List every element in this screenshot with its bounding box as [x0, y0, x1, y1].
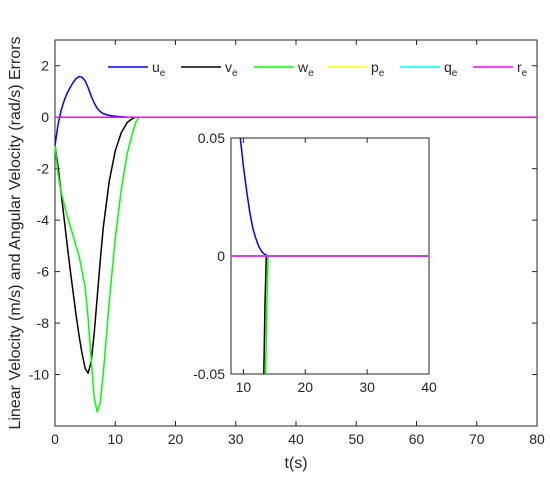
main-x-tick-label: 60: [409, 431, 425, 447]
legend-label-main: q: [444, 59, 452, 75]
legend: ue ve we pe qe re: [108, 59, 528, 79]
main-y-tick-label: 2: [41, 58, 49, 74]
legend-label-q: qe: [444, 59, 458, 79]
main-x-tick-label: 40: [288, 431, 304, 447]
legend-label-main: u: [152, 59, 160, 75]
legend-label-main: r: [517, 59, 522, 75]
legend-label-u: ue: [152, 59, 166, 79]
legend-label-subscript: e: [232, 68, 238, 79]
y-axis-label: Linear Velocity (m/s) and Angular Veloci…: [7, 36, 24, 429]
main-y-tick-label: -10: [29, 367, 49, 383]
inset-x-tick-label: 20: [297, 379, 313, 395]
main-y-tick-label: -6: [37, 264, 50, 280]
inset-x-tick-label: 40: [421, 379, 437, 395]
main-series-line-w: [54, 116, 537, 413]
x-axis-label: t(s): [284, 455, 307, 472]
legend-label-subscript: e: [522, 68, 528, 79]
main-x-tick-label: 80: [529, 431, 545, 447]
main-x-tick-label: 50: [348, 431, 364, 447]
main-x-tick-label: 70: [469, 431, 485, 447]
inset-y-tick-label: 0.05: [198, 130, 225, 146]
main-y-tick-label: -4: [37, 212, 50, 228]
main-y-tick-label: -8: [37, 315, 50, 331]
legend-label-v: ve: [225, 59, 238, 79]
legend-label-main: p: [371, 59, 379, 75]
main-y-tick-label: 0: [41, 109, 49, 125]
legend-label-subscript: e: [160, 68, 166, 79]
legend-label-main: w: [297, 59, 309, 75]
main-series-lines: [54, 75, 537, 413]
legend-label-r: re: [517, 59, 528, 79]
main-x-tick-label: 0: [51, 431, 59, 447]
main-x-tick-label: 10: [107, 431, 123, 447]
inset-x-tick-label: 10: [236, 379, 252, 395]
main-y-tick-label: -2: [37, 161, 50, 177]
main-x-tick-label: 30: [228, 431, 244, 447]
inset-y-tick-label: 0: [217, 248, 225, 264]
legend-label-main: v: [225, 59, 232, 75]
inset-series-lines: [231, 137, 429, 375]
legend-label-subscript: e: [379, 68, 385, 79]
main-series-line-v: [54, 116, 537, 374]
legend-label-p: pe: [371, 59, 385, 79]
inset-x-tick-label: 30: [359, 379, 375, 395]
legend-label-subscript: e: [308, 68, 314, 79]
main-x-tick-label: 20: [168, 431, 184, 447]
inset-y-tick-label: -0.05: [193, 366, 225, 382]
legend-label-subscript: e: [452, 68, 458, 79]
inset-axis-ticks: 10 20 30 40 0.05 0 -0.05: [193, 130, 437, 395]
legend-label-w: we: [297, 59, 314, 79]
inset-series-line-u: [239, 137, 429, 257]
